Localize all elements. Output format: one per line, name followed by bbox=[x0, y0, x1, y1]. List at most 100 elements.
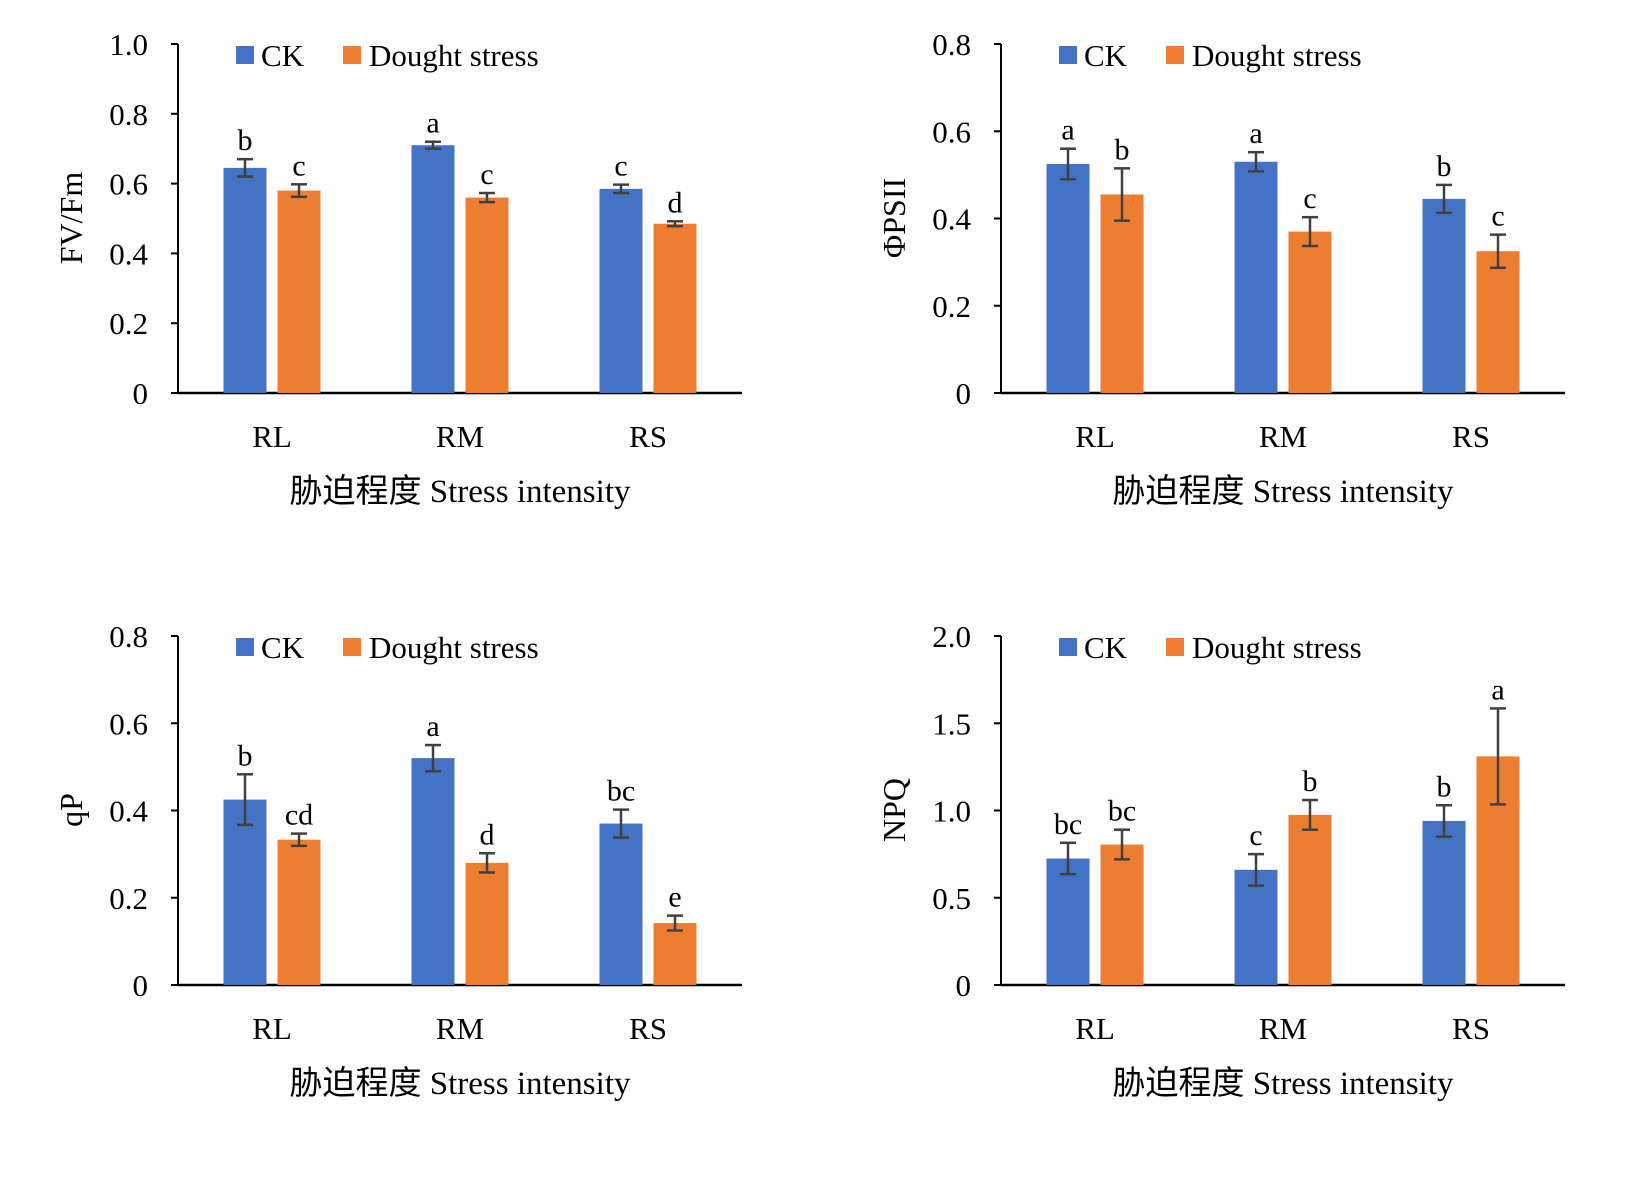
bar-drought-rm bbox=[465, 197, 509, 393]
y-tick-label: 0.4 bbox=[109, 236, 148, 271]
significance-letter: bc bbox=[1108, 795, 1136, 828]
plot-area: 0 0.2 0.4 0.6 0.8 bcd RL a d RM bc e RS CK Dought stre… bbox=[53, 619, 742, 1102]
y-tick-label: 0 bbox=[133, 968, 149, 1003]
y-tick-label: 1.0 bbox=[932, 794, 971, 829]
significance-letter: b bbox=[1437, 770, 1452, 803]
legend-label-drought: Dought stress bbox=[1192, 38, 1362, 73]
y-axis-title: ΦPSII bbox=[876, 178, 912, 258]
y-tick-label: 0.5 bbox=[932, 881, 971, 916]
plot-area: 0 0.5 1.0 1.5 2.0 bc bc RL c b RM b a RS CK Dought stre… bbox=[876, 619, 1565, 1102]
legend-swatch-drought bbox=[343, 638, 361, 656]
y-tick-label: 1.0 bbox=[109, 27, 148, 62]
plot-area: 0 0.2 0.4 0.6 0.8 1.0 b c RL a c RM c d RS CK Dought str… bbox=[53, 27, 742, 510]
bar-ck-rl bbox=[1046, 163, 1090, 393]
x-axis-title: 胁迫程度 Stress intensity bbox=[289, 1065, 631, 1102]
y-axis-title: qP bbox=[53, 793, 89, 827]
bar-ck-rs bbox=[1422, 198, 1466, 393]
y-tick-label: 0.2 bbox=[109, 306, 148, 341]
significance-letter: b bbox=[1115, 133, 1130, 166]
significance-letter: bc bbox=[607, 775, 635, 808]
significance-letter: c bbox=[292, 149, 305, 182]
legend: CK Dought stress bbox=[236, 630, 539, 665]
bar-drought-rm bbox=[1288, 231, 1332, 393]
y-tick-label: 0.6 bbox=[932, 114, 971, 149]
y-axis-title: NPQ bbox=[876, 778, 912, 842]
significance-letter: b bbox=[238, 124, 253, 157]
x-tick-label: RS bbox=[629, 419, 667, 454]
x-tick-label: RL bbox=[252, 419, 292, 454]
x-axis-title: 胁迫程度 Stress intensity bbox=[1112, 1065, 1454, 1102]
bar-drought-rl bbox=[277, 839, 321, 985]
chart-panel-npq: 0 0.5 1.0 1.5 2.0 bc bc RL c b RM b a RS CK Dought stre… bbox=[823, 592, 1646, 1184]
legend-label-ck: CK bbox=[1084, 38, 1128, 73]
bar-ck-rm bbox=[1234, 161, 1278, 393]
significance-letter: d bbox=[480, 818, 495, 851]
bar-drought-rl bbox=[277, 190, 321, 393]
y-tick-label: 0.6 bbox=[109, 706, 148, 741]
x-axis-title: 胁迫程度 Stress intensity bbox=[1112, 473, 1454, 510]
legend-label-ck: CK bbox=[261, 38, 305, 73]
bar-drought-rl bbox=[1100, 844, 1144, 985]
y-tick-label: 1.5 bbox=[932, 706, 971, 741]
x-tick-label: RM bbox=[1259, 1011, 1307, 1046]
bar-ck-rm bbox=[1234, 869, 1278, 985]
x-tick-label: RS bbox=[1452, 1011, 1490, 1046]
significance-letter: bc bbox=[1054, 808, 1082, 841]
significance-letter: b bbox=[238, 739, 253, 772]
chart-qp: 0 0.2 0.4 0.6 0.8 bcd RL a d RM bc e RS CK Dought stre… bbox=[53, 619, 742, 1102]
bar-drought-rm bbox=[1288, 814, 1332, 985]
legend-swatch-ck bbox=[236, 46, 254, 64]
legend-swatch-ck bbox=[236, 638, 254, 656]
significance-letter: a bbox=[426, 107, 439, 140]
y-tick-label: 0.8 bbox=[109, 97, 148, 132]
x-tick-label: RM bbox=[436, 419, 484, 454]
legend-swatch-drought bbox=[1166, 638, 1184, 656]
y-tick-label: 0.4 bbox=[109, 794, 148, 829]
chart-panel-phipsii: 0 0.2 0.4 0.6 0.8 a b RL a c RM b c RS CK Dought stress… bbox=[823, 0, 1646, 592]
significance-letter: c bbox=[1249, 819, 1262, 852]
significance-letter: c bbox=[1303, 182, 1316, 215]
bar-ck-rm bbox=[411, 758, 455, 985]
y-tick-label: 2.0 bbox=[932, 619, 971, 654]
x-tick-label: RS bbox=[629, 1011, 667, 1046]
significance-letter: c bbox=[1491, 200, 1504, 233]
bar-drought-rl bbox=[1100, 194, 1144, 393]
significance-letter: c bbox=[480, 158, 493, 191]
legend: CK Dought stress bbox=[1059, 630, 1362, 665]
bar-drought-rs bbox=[653, 223, 697, 393]
bar-drought-rs bbox=[1476, 251, 1520, 393]
chart-npq: 0 0.5 1.0 1.5 2.0 bc bc RL c b RM b a RS CK Dought stre… bbox=[876, 619, 1565, 1102]
bar-drought-rs bbox=[653, 923, 697, 985]
y-tick-label: 0 bbox=[956, 376, 972, 411]
y-tick-label: 0.2 bbox=[109, 881, 148, 916]
x-tick-label: RS bbox=[1452, 419, 1490, 454]
bar-ck-rm bbox=[411, 145, 455, 393]
x-tick-label: RM bbox=[436, 1011, 484, 1046]
legend-swatch-drought bbox=[1166, 46, 1184, 64]
x-axis-title: 胁迫程度 Stress intensity bbox=[289, 473, 631, 510]
bar-ck-rl bbox=[223, 167, 267, 393]
legend-swatch-ck bbox=[1059, 46, 1077, 64]
significance-letter: a bbox=[426, 710, 439, 743]
legend-label-ck: CK bbox=[261, 630, 305, 665]
x-tick-label: RL bbox=[1075, 419, 1115, 454]
y-tick-label: 0 bbox=[956, 968, 972, 1003]
bar-ck-rs bbox=[599, 823, 643, 985]
chart-fvfm: 0 0.2 0.4 0.6 0.8 1.0 b c RL a c RM c d RS CK Dought str… bbox=[53, 27, 742, 510]
significance-letter: a bbox=[1249, 117, 1262, 150]
plot-area: 0 0.2 0.4 0.6 0.8 a b RL a c RM b c RS CK Dought stress… bbox=[876, 27, 1565, 510]
bar-drought-rm bbox=[465, 862, 509, 985]
x-tick-label: RL bbox=[1075, 1011, 1115, 1046]
significance-letter: a bbox=[1061, 114, 1074, 147]
y-axis-title: FV/Fm bbox=[53, 172, 89, 265]
significance-letter: c bbox=[614, 150, 627, 183]
y-tick-label: 0.8 bbox=[109, 619, 148, 654]
legend: CK Dought stress bbox=[1059, 38, 1362, 73]
significance-letter: b bbox=[1303, 765, 1318, 798]
bar-ck-rl bbox=[1046, 858, 1090, 985]
legend: CK Dought stress bbox=[236, 38, 539, 73]
legend-label-drought: Dought stress bbox=[1192, 630, 1362, 665]
legend-label-drought: Dought stress bbox=[369, 630, 539, 665]
chart-panel-fvfm: 0 0.2 0.4 0.6 0.8 1.0 b c RL a c RM c d RS CK Dought str… bbox=[0, 0, 823, 592]
